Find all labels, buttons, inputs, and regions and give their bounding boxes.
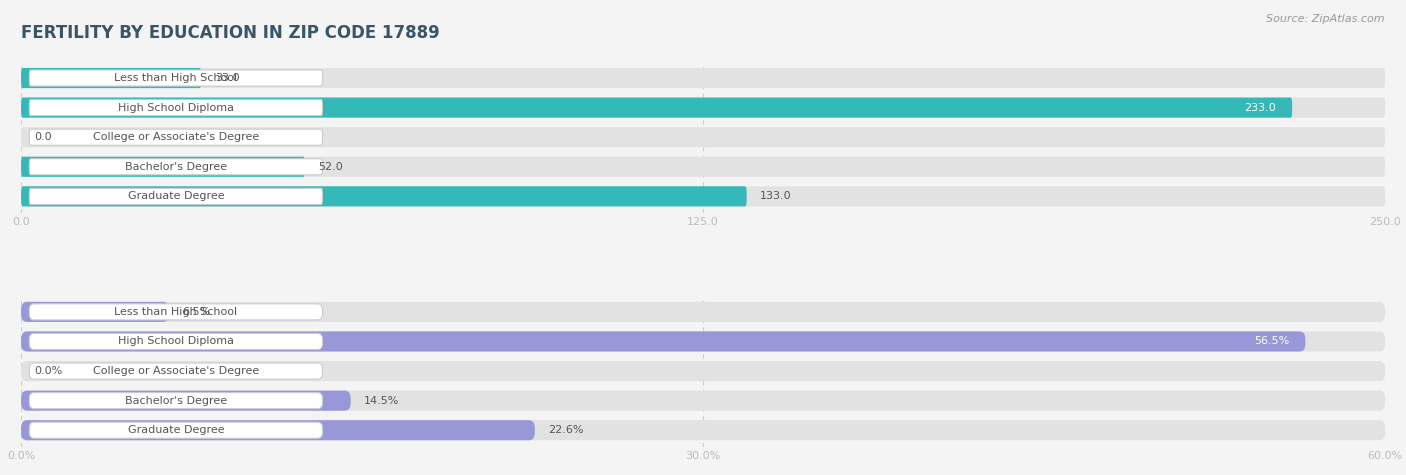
FancyBboxPatch shape: [21, 420, 534, 440]
FancyBboxPatch shape: [30, 70, 322, 86]
FancyBboxPatch shape: [21, 68, 201, 88]
FancyBboxPatch shape: [21, 332, 1305, 352]
Text: Bachelor's Degree: Bachelor's Degree: [125, 162, 226, 172]
Text: Bachelor's Degree: Bachelor's Degree: [125, 396, 226, 406]
FancyBboxPatch shape: [30, 422, 322, 438]
FancyBboxPatch shape: [21, 420, 1385, 440]
FancyBboxPatch shape: [21, 302, 1385, 322]
FancyBboxPatch shape: [30, 159, 322, 175]
FancyBboxPatch shape: [21, 332, 1385, 352]
FancyBboxPatch shape: [21, 97, 1292, 118]
Text: 6.5%: 6.5%: [183, 307, 211, 317]
FancyBboxPatch shape: [21, 302, 169, 322]
FancyBboxPatch shape: [21, 68, 1385, 88]
Text: 56.5%: 56.5%: [1254, 336, 1289, 346]
Text: High School Diploma: High School Diploma: [118, 103, 233, 113]
FancyBboxPatch shape: [21, 97, 1385, 118]
Text: College or Associate's Degree: College or Associate's Degree: [93, 132, 259, 142]
Text: 233.0: 233.0: [1244, 103, 1275, 113]
FancyBboxPatch shape: [30, 129, 322, 145]
FancyBboxPatch shape: [21, 390, 350, 411]
FancyBboxPatch shape: [30, 363, 322, 379]
FancyBboxPatch shape: [21, 157, 305, 177]
Text: Less than High School: Less than High School: [114, 307, 238, 317]
Text: Graduate Degree: Graduate Degree: [128, 425, 224, 435]
FancyBboxPatch shape: [21, 186, 747, 207]
Text: 0.0: 0.0: [35, 132, 52, 142]
Text: 52.0: 52.0: [318, 162, 343, 172]
Text: 22.6%: 22.6%: [548, 425, 583, 435]
Text: 133.0: 133.0: [761, 191, 792, 201]
Text: Less than High School: Less than High School: [114, 73, 238, 83]
FancyBboxPatch shape: [21, 361, 1385, 381]
FancyBboxPatch shape: [21, 157, 1385, 177]
Text: 14.5%: 14.5%: [364, 396, 399, 406]
Text: College or Associate's Degree: College or Associate's Degree: [93, 366, 259, 376]
FancyBboxPatch shape: [30, 304, 322, 320]
FancyBboxPatch shape: [30, 100, 322, 115]
Text: FERTILITY BY EDUCATION IN ZIP CODE 17889: FERTILITY BY EDUCATION IN ZIP CODE 17889: [21, 24, 440, 42]
FancyBboxPatch shape: [21, 390, 1385, 411]
FancyBboxPatch shape: [30, 393, 322, 408]
FancyBboxPatch shape: [21, 127, 1385, 147]
Text: High School Diploma: High School Diploma: [118, 336, 233, 346]
Text: Source: ZipAtlas.com: Source: ZipAtlas.com: [1267, 14, 1385, 24]
FancyBboxPatch shape: [30, 333, 322, 350]
Text: 0.0%: 0.0%: [35, 366, 63, 376]
FancyBboxPatch shape: [30, 188, 322, 204]
Text: 33.0: 33.0: [215, 73, 239, 83]
Text: Graduate Degree: Graduate Degree: [128, 191, 224, 201]
FancyBboxPatch shape: [21, 186, 1385, 207]
